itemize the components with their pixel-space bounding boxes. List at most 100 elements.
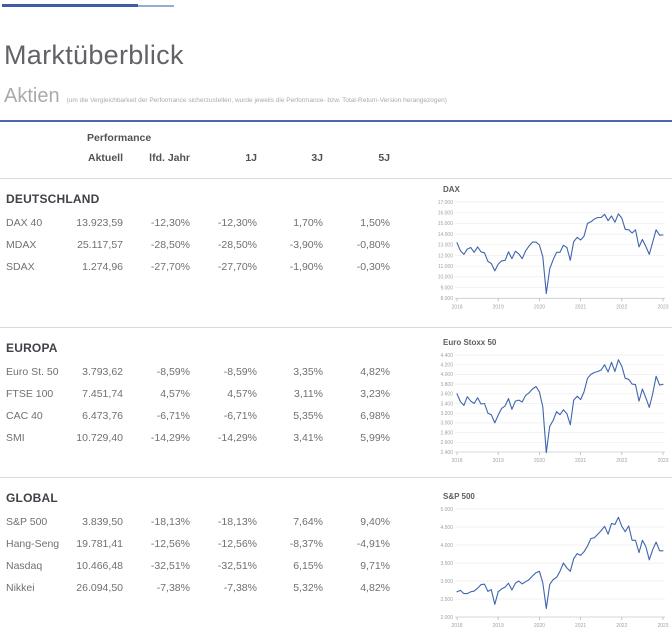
chart-dax: DAX 17.000 16.000 15.000 14.000 13.000 12.000 1… xyxy=(435,185,669,314)
row-value: 1,50% xyxy=(360,217,390,229)
row-value: -28,50% xyxy=(150,239,190,251)
divider-blue xyxy=(0,120,672,122)
market-section-europa: EUROPA Euro St. 50 3.793,62 -8,59% -8,59% 3,3… xyxy=(0,328,672,477)
row-value: -0,30% xyxy=(356,261,390,273)
x-axis-label: 2023 xyxy=(657,304,668,310)
y-axis-label: 10.000 xyxy=(438,275,454,281)
accent-bar-light-segment xyxy=(138,5,174,7)
column-header-5j: 5J xyxy=(378,152,390,164)
x-axis-label: 2022 xyxy=(616,304,627,310)
row-value: 3,35% xyxy=(293,366,323,378)
row-label: Euro St. 50 xyxy=(6,366,59,378)
price-line xyxy=(456,516,664,610)
y-axis-label: 8.000 xyxy=(440,296,453,302)
market-section-deutschland: DEUTSCHLAND DAX 40 13.923,59 -12,30% -12,30%… xyxy=(0,179,672,327)
row-label: FTSE 100 xyxy=(6,388,54,400)
y-axis-label: 2.000 xyxy=(440,615,453,621)
row-value: -8,37% xyxy=(289,538,323,550)
row-value: -6,71% xyxy=(223,410,257,422)
top-accent-bar xyxy=(0,0,672,10)
y-axis-label: 3.000 xyxy=(440,579,453,585)
x-axis-label: 2019 xyxy=(493,458,504,464)
x-axis-label: 2019 xyxy=(493,623,504,629)
row-value: 1.274,96 xyxy=(82,261,123,273)
row-value: 3.793,62 xyxy=(82,366,123,378)
row-value: 3.839,50 xyxy=(82,516,123,528)
x-axis-label: 2023 xyxy=(657,458,668,464)
table-row: S&P 500 3.839,50 -18,13% -18,13% 7,64% 9,40% xyxy=(0,511,390,533)
y-axis-label: 4.000 xyxy=(440,372,453,378)
row-value: -12,30% xyxy=(217,217,257,229)
chart-canvas: 5.000 4.500 4.000 3.500 3.000 2.500 2.000 2018 2… xyxy=(440,507,668,629)
table-row: CAC 40 6.473,76 -6,71% -6,71% 5,35% 6,98% xyxy=(0,405,390,427)
row-label: MDAX xyxy=(6,239,37,251)
row-value: 6.473,76 xyxy=(82,410,123,422)
row-value: 7.451,74 xyxy=(82,388,123,400)
section-note: (um die Vergleichbarkeit der Performance… xyxy=(66,97,447,104)
y-axis-label: 15.000 xyxy=(438,221,454,227)
column-header-3j: 3J xyxy=(311,152,323,164)
column-header-lfd-jahr: lfd. Jahr xyxy=(149,152,190,164)
x-axis-label: 2020 xyxy=(534,304,545,310)
row-value: -4,91% xyxy=(356,538,390,550)
table-row: SDAX 1.274,96 -27,70% -27,70% -1,90% -0,30% xyxy=(0,256,390,278)
price-line xyxy=(456,359,664,454)
table-row: MDAX 25.117,57 -28,50% -28,50% -3,90% -0,80% xyxy=(0,234,390,256)
y-axis-label: 3.600 xyxy=(440,392,453,398)
row-value: -12,56% xyxy=(217,538,257,550)
chart-canvas: 17.000 16.000 15.000 14.000 13.000 12.000 11.0… xyxy=(438,200,669,310)
table-row: DAX 40 13.923,59 -12,30% -12,30% 1,70% 1,50% xyxy=(0,212,390,234)
section-rows: Euro St. 50 3.793,62 -8,59% -8,59% 3,35% 4,82… xyxy=(0,361,390,449)
table-header: Performance Aktuell lfd. Jahr 1J 3J 5J xyxy=(0,122,672,178)
row-value: -7,38% xyxy=(223,582,257,594)
row-value: -18,13% xyxy=(217,516,257,528)
row-value: -12,30% xyxy=(150,217,190,229)
row-value: -27,70% xyxy=(217,261,257,273)
column-header-1j: 1J xyxy=(245,152,257,164)
row-value: -7,38% xyxy=(156,582,190,594)
section-title: GLOBAL xyxy=(6,491,58,505)
y-axis-label: 4.000 xyxy=(440,543,453,549)
row-value: -32,51% xyxy=(217,560,257,572)
y-axis-label: 16.000 xyxy=(438,211,454,217)
y-axis-label: 3.200 xyxy=(440,411,453,417)
row-value: -8,59% xyxy=(223,366,257,378)
row-value: 4,57% xyxy=(160,388,190,400)
accent-bar-dark-segment xyxy=(2,4,138,7)
column-group-label: Performance xyxy=(87,132,152,144)
row-value: 3,23% xyxy=(360,388,390,400)
subheading: Aktien (um die Vergleichbarkeit der Perfo… xyxy=(4,85,672,112)
y-axis-label: 17.000 xyxy=(438,200,454,206)
x-axis-label: 2019 xyxy=(493,304,504,310)
y-axis-label: 9.000 xyxy=(440,285,453,291)
row-value: 10.466,48 xyxy=(76,560,123,572)
table-row: FTSE 100 7.451,74 4,57% 4,57% 3,11% 3,23% xyxy=(0,383,390,405)
row-value: -32,51% xyxy=(150,560,190,572)
row-value: 9,40% xyxy=(360,516,390,528)
chart-title: DAX xyxy=(443,185,460,194)
price-line xyxy=(456,213,664,295)
x-axis-label: 2022 xyxy=(616,623,627,629)
row-value: -12,56% xyxy=(150,538,190,550)
chart-euro-stoxx-50: Euro Stoxx 50 4.400 4.200 4.000 3.800 3.600 3.… xyxy=(435,338,669,467)
section-heading-aktien: Aktien xyxy=(4,85,60,107)
x-axis-label: 2020 xyxy=(534,623,545,629)
y-axis-label: 3.000 xyxy=(440,421,453,427)
y-axis-label: 2.400 xyxy=(440,450,453,456)
chart-s-p-500: S&P 500 5.000 4.500 4.000 3.500 3.000 2.500 2.0… xyxy=(435,492,669,632)
y-axis-label: 2.500 xyxy=(440,597,453,603)
row-label: Hang-Seng xyxy=(6,538,60,550)
y-axis-label: 4.400 xyxy=(440,353,453,359)
divider-gray xyxy=(0,477,672,478)
row-value: 25.117,57 xyxy=(77,239,123,251)
table-row: Nasdaq 10.466,48 -32,51% -32,51% 6,15% 9,71% xyxy=(0,555,390,577)
column-header-aktuell: Aktuell xyxy=(87,152,123,164)
chart-canvas: 4.400 4.200 4.000 3.800 3.600 3.400 3.200 3.000… xyxy=(440,353,668,464)
row-value: 3,11% xyxy=(294,388,323,400)
y-axis-label: 3.500 xyxy=(440,561,453,567)
row-label: Nasdaq xyxy=(6,560,43,572)
page-title: Marktüberblick xyxy=(4,40,184,70)
x-axis-label: 2018 xyxy=(451,458,462,464)
x-axis-label: 2018 xyxy=(451,304,462,310)
